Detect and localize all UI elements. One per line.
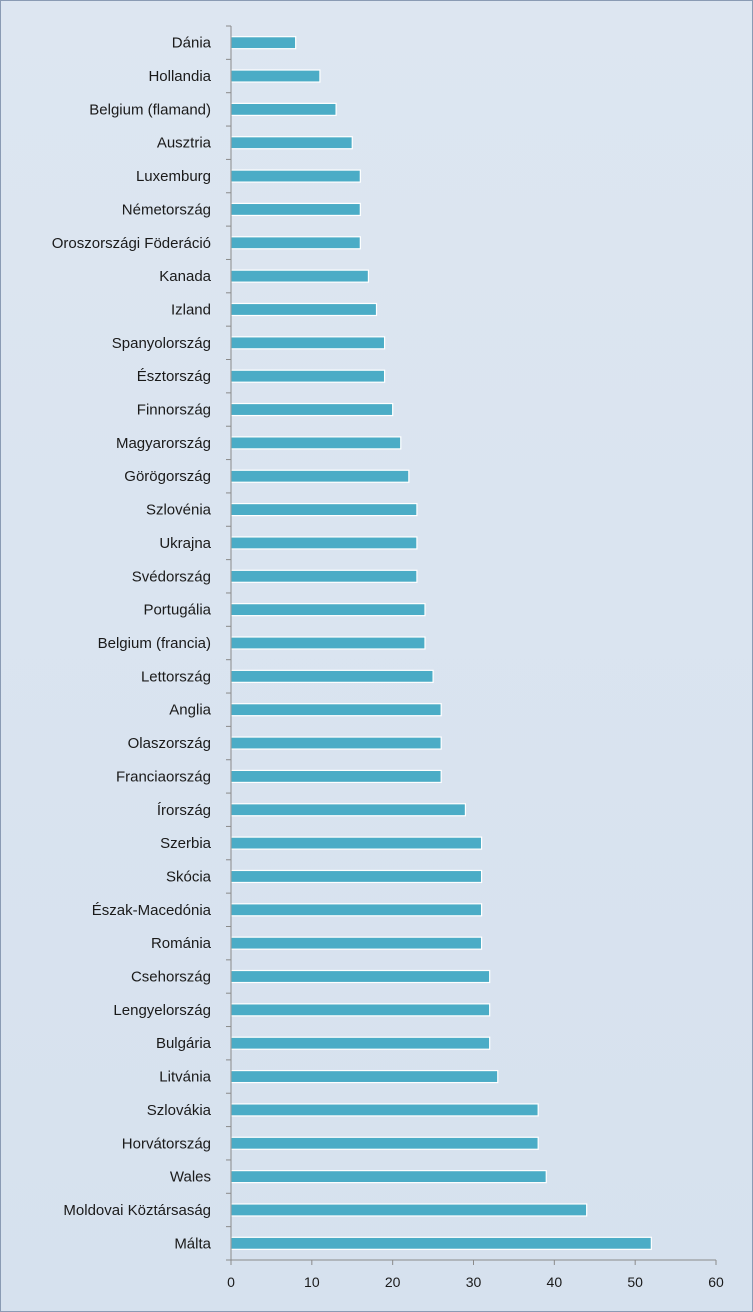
- bar: [230, 136, 353, 150]
- category-label: Málta: [174, 1235, 211, 1252]
- bar: [230, 1203, 588, 1217]
- category-label: Litvánia: [159, 1069, 211, 1086]
- category-label: Hollandia: [148, 68, 211, 85]
- category-label: Moldovai Köztársaság: [63, 1202, 211, 1219]
- bar: [230, 502, 418, 517]
- bar: [230, 1103, 539, 1117]
- x-tick-label: 60: [708, 1274, 724, 1290]
- bar: [230, 836, 483, 850]
- category-label: Csehország: [131, 969, 211, 986]
- category-label: Szerbia: [160, 835, 212, 852]
- category-label: Bulgária: [156, 1035, 212, 1052]
- bar: [230, 936, 483, 950]
- bar: [230, 869, 483, 884]
- bar: [230, 236, 361, 250]
- category-label: Wales: [170, 1169, 211, 1186]
- tick-labels-group: 0 10 20 30 40 50 60: [227, 1274, 724, 1290]
- category-label: Horvátország: [122, 1135, 211, 1152]
- bar: [230, 402, 394, 417]
- category-label: Belgium (flamand): [89, 101, 211, 118]
- bar: [230, 636, 426, 650]
- bar: [230, 102, 337, 116]
- bar: [230, 436, 402, 450]
- bar: [230, 736, 442, 750]
- category-label: Oroszországi Föderáció: [52, 235, 211, 252]
- bar: [230, 469, 410, 483]
- category-label: Finnország: [137, 402, 211, 419]
- category-label: Dánia: [172, 35, 212, 52]
- category-label: Franciaország: [116, 768, 211, 785]
- bar: [230, 603, 426, 617]
- category-label: Ausztria: [157, 135, 212, 152]
- bars-group: [230, 36, 652, 1250]
- x-tick-label: 20: [385, 1274, 401, 1290]
- category-label: Románia: [151, 935, 212, 952]
- category-label: Észak-Macedónia: [92, 902, 212, 919]
- category-label: Magyarország: [116, 435, 211, 452]
- category-label: Görögország: [124, 468, 211, 485]
- bar: [230, 569, 418, 583]
- x-tick-label: 40: [547, 1274, 563, 1290]
- category-label: Ukrajna: [159, 535, 211, 552]
- bar: [230, 703, 442, 717]
- x-tick-label: 0: [227, 1274, 235, 1290]
- bar: [230, 1069, 499, 1084]
- category-label: Luxemburg: [136, 168, 211, 185]
- x-tick-label: 30: [466, 1274, 482, 1290]
- category-label: Anglia: [169, 702, 211, 719]
- bar: [230, 69, 321, 83]
- bar: [230, 336, 386, 350]
- bar: [230, 903, 483, 917]
- category-label: Szlovákia: [147, 1102, 212, 1119]
- bar: [230, 1170, 547, 1184]
- bar: [230, 969, 491, 984]
- bar: [230, 169, 361, 183]
- bar: [230, 1136, 539, 1150]
- category-label: Portugália: [143, 602, 211, 619]
- category-label: Németország: [122, 201, 211, 218]
- category-label: Lettország: [141, 668, 211, 685]
- bar: [230, 669, 434, 683]
- axes-group: [226, 25, 717, 1265]
- bar: [230, 1003, 491, 1017]
- category-label: Belgium (francia): [98, 635, 211, 652]
- bar: [230, 369, 386, 383]
- x-tick-label: 10: [304, 1274, 320, 1290]
- x-tick-label: 50: [627, 1274, 643, 1290]
- category-label: Skócia: [166, 868, 212, 885]
- category-label: Spanyolország: [112, 335, 211, 352]
- bar: [230, 803, 467, 817]
- bar: [230, 1036, 491, 1050]
- category-label: Olaszország: [128, 735, 211, 752]
- bar: [230, 1236, 652, 1250]
- bar: [230, 302, 378, 317]
- category-label: Észtország: [137, 368, 211, 385]
- bar: [230, 36, 297, 50]
- category-label: Lengyelország: [113, 1002, 211, 1019]
- category-label: Svédország: [132, 568, 211, 585]
- bar: [230, 769, 442, 784]
- bar: [230, 269, 370, 283]
- category-labels-group: Dánia Hollandia Belgium (flamand) Ausztria L…: [52, 35, 212, 1253]
- category-label: Kanada: [159, 268, 211, 285]
- bar: [230, 202, 361, 217]
- category-label: Írország: [157, 802, 211, 819]
- category-label: Szlovénia: [146, 502, 212, 519]
- bar: [230, 536, 418, 550]
- category-label: Izland: [171, 301, 211, 318]
